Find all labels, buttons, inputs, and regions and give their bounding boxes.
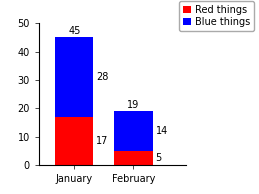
Text: 17: 17 — [96, 136, 109, 146]
Text: 14: 14 — [155, 126, 168, 136]
Text: 28: 28 — [96, 72, 109, 82]
Bar — [114, 111, 153, 151]
Bar — [55, 37, 93, 117]
Text: 45: 45 — [68, 26, 81, 36]
Text: 19: 19 — [127, 100, 139, 110]
Bar — [114, 151, 153, 165]
Bar — [55, 117, 93, 165]
Text: 5: 5 — [155, 153, 162, 163]
Legend: Red things, Blue things: Red things, Blue things — [179, 1, 254, 31]
